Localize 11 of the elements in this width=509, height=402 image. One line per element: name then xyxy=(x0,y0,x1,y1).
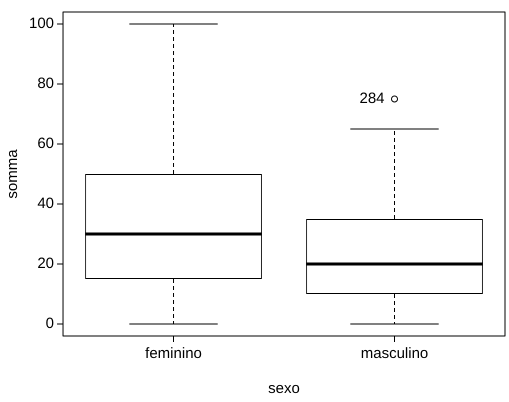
y-tick-label: 20 xyxy=(37,255,54,272)
y-tick-label: 60 xyxy=(37,135,54,152)
y-tick-label: 80 xyxy=(37,75,54,92)
x-tick-label: feminino xyxy=(145,345,202,362)
y-tick-label: 0 xyxy=(46,315,54,332)
y-axis-title: somma xyxy=(4,148,22,199)
x-axis-title: sexo xyxy=(268,380,300,398)
annotation: 284 xyxy=(359,90,385,108)
y-tick-label: 100 xyxy=(28,15,54,32)
x-tick-label: masculino xyxy=(360,345,428,362)
y-tick-label: 40 xyxy=(37,195,54,212)
